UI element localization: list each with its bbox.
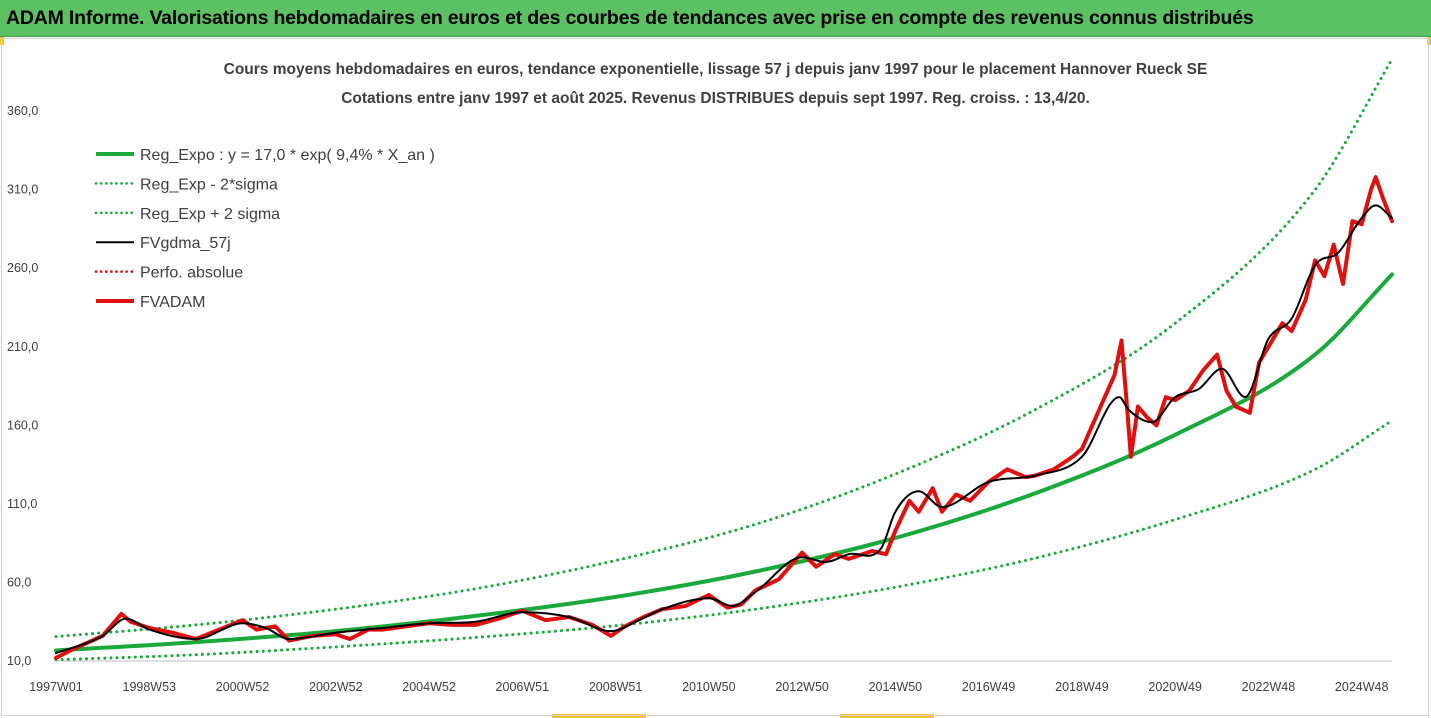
y-tick-label: 60,0	[7, 575, 31, 589]
x-tick-label: 2020W49	[1148, 680, 1202, 694]
x-tick-label: 2012W50	[775, 680, 829, 694]
y-tick-label: 160,0	[7, 418, 38, 432]
chart-title: Cours moyens hebdomadaires en euros, ten…	[223, 61, 1208, 78]
y-tick-label: 360,0	[7, 104, 38, 118]
legend-label: FVgdma_57j	[140, 235, 231, 252]
y-axis: 10,0 60,0 110,0 160,0 210,0 260,0 310,0 360,0	[7, 104, 38, 668]
x-tick-label: 2018W49	[1055, 680, 1109, 694]
chart-subtitle: Cotations entre janv 1997 et août 2025. …	[341, 90, 1090, 107]
series-line-reg-exp-2-sigma	[54, 57, 1394, 639]
x-tick-label: 2014W50	[869, 680, 923, 694]
frame-corner-marker	[0, 37, 4, 45]
x-tick-label: 1997W01	[29, 680, 83, 694]
series-line-fvgdma-57j	[55, 204, 1393, 655]
series-line-reg-exp-2-sigma	[54, 419, 1394, 662]
x-tick-label: 2008W51	[589, 680, 643, 694]
chart-legend: Reg_Expo : y = 17,0 * exp( 9,4% * X_an )…	[94, 147, 435, 311]
x-tick-label: 2010W50	[682, 680, 736, 694]
x-tick-label: 2016W49	[962, 680, 1016, 694]
y-tick-label: 110,0	[7, 497, 37, 511]
frame-corner-marker	[1427, 37, 1431, 45]
x-tick-label: 2004W52	[402, 680, 456, 694]
x-tick-label: 2000W52	[216, 680, 270, 694]
y-tick-label: 310,0	[7, 183, 38, 197]
frame-corner-marker	[840, 714, 934, 718]
report-banner: ADAM Informe. Valorisations hebdomadaire…	[0, 0, 1431, 37]
legend-label: Reg_Exp - 2*sigma	[140, 176, 278, 193]
x-tick-label: 2022W48	[1242, 680, 1296, 694]
legend-label: Perfo. absolue	[140, 265, 243, 282]
series-line-fvadam	[54, 175, 1394, 660]
x-tick-label: 1998W53	[123, 680, 177, 694]
y-tick-label: 260,0	[7, 261, 38, 275]
legend-label: FVADAM	[140, 294, 205, 311]
chart-area	[1, 38, 1429, 716]
y-tick-label: 210,0	[7, 340, 38, 354]
frame-corner-marker	[552, 714, 646, 718]
report-title: ADAM Informe. Valorisations hebdomadaire…	[6, 7, 1254, 29]
series-layer	[54, 57, 1394, 662]
x-axis: 1997W01 1998W53 2000W52 2002W52 2004W52 2006W…	[29, 680, 1388, 694]
legend-label: Reg_Exp + 2 sigma	[140, 206, 280, 223]
x-tick-label: 2002W52	[309, 680, 363, 694]
x-tick-label: 2006W51	[496, 680, 550, 694]
y-tick-label: 10,0	[7, 654, 31, 668]
x-tick-label: 2024W48	[1335, 680, 1389, 694]
series-line-reg-expo-y-17-0-exp-9-4-x-an	[54, 272, 1394, 653]
legend-label: Reg_Expo : y = 17,0 * exp( 9,4% * X_an )	[140, 147, 435, 164]
